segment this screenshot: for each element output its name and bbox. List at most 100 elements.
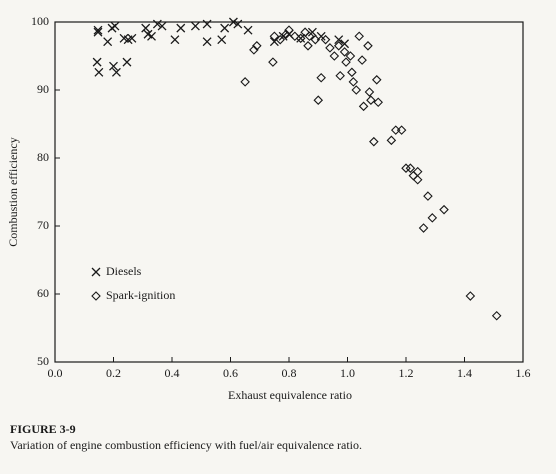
point [220, 23, 230, 33]
point [111, 67, 121, 77]
point [290, 31, 300, 42]
point [190, 21, 200, 31]
point [243, 25, 253, 35]
point [268, 57, 278, 67]
point [202, 37, 212, 47]
x-tick-label: 0.8 [282, 366, 297, 380]
y-tick-label: 90 [37, 82, 49, 96]
point [278, 31, 288, 41]
x-tick-label: 1.6 [516, 366, 531, 380]
point [249, 45, 259, 55]
point [363, 41, 373, 51]
x-tick-label: 1.2 [399, 366, 414, 380]
point [405, 163, 416, 173]
caption: Variation of engine combustion efficienc… [10, 438, 362, 452]
point [386, 135, 397, 146]
point [348, 77, 359, 87]
point [347, 67, 357, 78]
point [366, 95, 376, 105]
point [465, 291, 476, 301]
point [92, 57, 102, 67]
y-axis-label: Combustion efficiency [6, 137, 20, 246]
point [176, 23, 186, 33]
point [325, 43, 335, 53]
point [109, 61, 118, 71]
point [423, 191, 433, 201]
point [269, 31, 280, 42]
legend-marker [91, 291, 101, 301]
point [351, 85, 362, 95]
point [358, 101, 369, 112]
point [170, 35, 180, 45]
point [295, 33, 306, 44]
point [412, 174, 423, 185]
point [345, 51, 356, 61]
point [310, 34, 321, 45]
point [334, 35, 344, 45]
point [275, 34, 286, 45]
point [364, 87, 375, 97]
point [373, 97, 383, 108]
x-axis-label: Exhaust equivalence ratio [228, 388, 352, 402]
point [94, 67, 104, 77]
point [281, 29, 291, 40]
point [357, 55, 367, 65]
point [122, 57, 132, 67]
point [339, 47, 350, 57]
x-tick-label: 0.2 [106, 366, 121, 380]
point [103, 37, 113, 47]
point [408, 170, 419, 181]
point [127, 33, 137, 43]
point [300, 27, 310, 37]
point [313, 95, 324, 105]
point [217, 35, 227, 45]
caption-title: FIGURE 3-9 [10, 422, 76, 436]
point [412, 166, 423, 177]
x-tick-label: 0.6 [223, 366, 238, 380]
legend-marker [91, 267, 101, 277]
y-tick-label: 80 [37, 150, 49, 164]
point [157, 21, 167, 31]
point [371, 75, 382, 85]
point [202, 19, 212, 29]
point [252, 41, 262, 51]
legend-label: Spark-ignition [106, 288, 175, 302]
point [396, 125, 407, 135]
point [233, 19, 243, 29]
point [341, 57, 351, 67]
point [147, 31, 156, 41]
legend-label: Diesels [106, 264, 142, 278]
point [316, 72, 326, 83]
point [354, 31, 364, 42]
point [307, 27, 317, 37]
point [152, 19, 162, 29]
point [491, 310, 502, 321]
point [333, 41, 344, 51]
point [418, 223, 429, 233]
point [240, 77, 250, 87]
point [390, 125, 401, 135]
point [110, 21, 120, 31]
point [329, 51, 340, 61]
point [304, 31, 315, 42]
x-tick-label: 1.0 [340, 366, 355, 380]
y-tick-label: 100 [31, 14, 49, 28]
point [284, 25, 294, 35]
point [427, 213, 438, 223]
y-tick-label: 70 [37, 218, 49, 232]
point [439, 204, 449, 215]
x-tick-label: 1.4 [457, 366, 472, 380]
point [369, 136, 379, 147]
point [401, 163, 411, 173]
x-tick-label: 0.4 [165, 366, 180, 380]
y-tick-label: 60 [37, 286, 49, 300]
plot-frame [54, 21, 524, 363]
point [320, 34, 331, 45]
x-tick-label: 0.0 [48, 366, 63, 380]
y-tick-label: 50 [37, 354, 49, 368]
point [93, 25, 103, 35]
point [93, 27, 103, 37]
point [228, 17, 238, 27]
point [141, 23, 151, 33]
